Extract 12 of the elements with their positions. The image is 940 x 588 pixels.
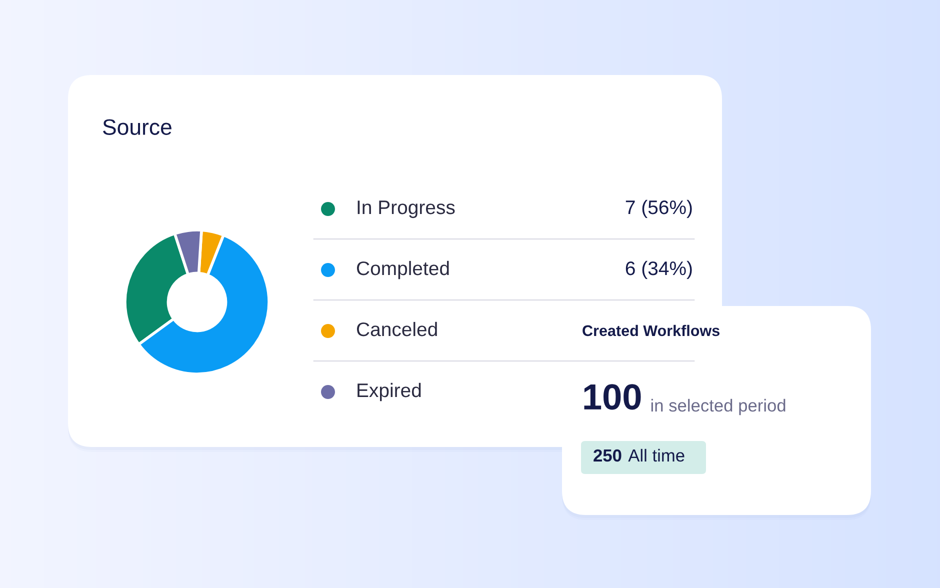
text: 250 (594, 449, 622, 462)
legend-label: Canceled (356, 322, 437, 336)
text: All time (628, 448, 684, 462)
legend-label: Completed (356, 260, 449, 280)
legend-label: Expired (358, 382, 421, 402)
text: 100 (584, 384, 641, 410)
chart-title: Source (103, 119, 172, 135)
legend-label: In Progress (358, 200, 455, 218)
text: 6 (34%) (626, 260, 692, 280)
text: in selected period (651, 398, 786, 416)
text: 7 (56%) (626, 200, 692, 218)
text: Created Workflows (582, 324, 720, 336)
